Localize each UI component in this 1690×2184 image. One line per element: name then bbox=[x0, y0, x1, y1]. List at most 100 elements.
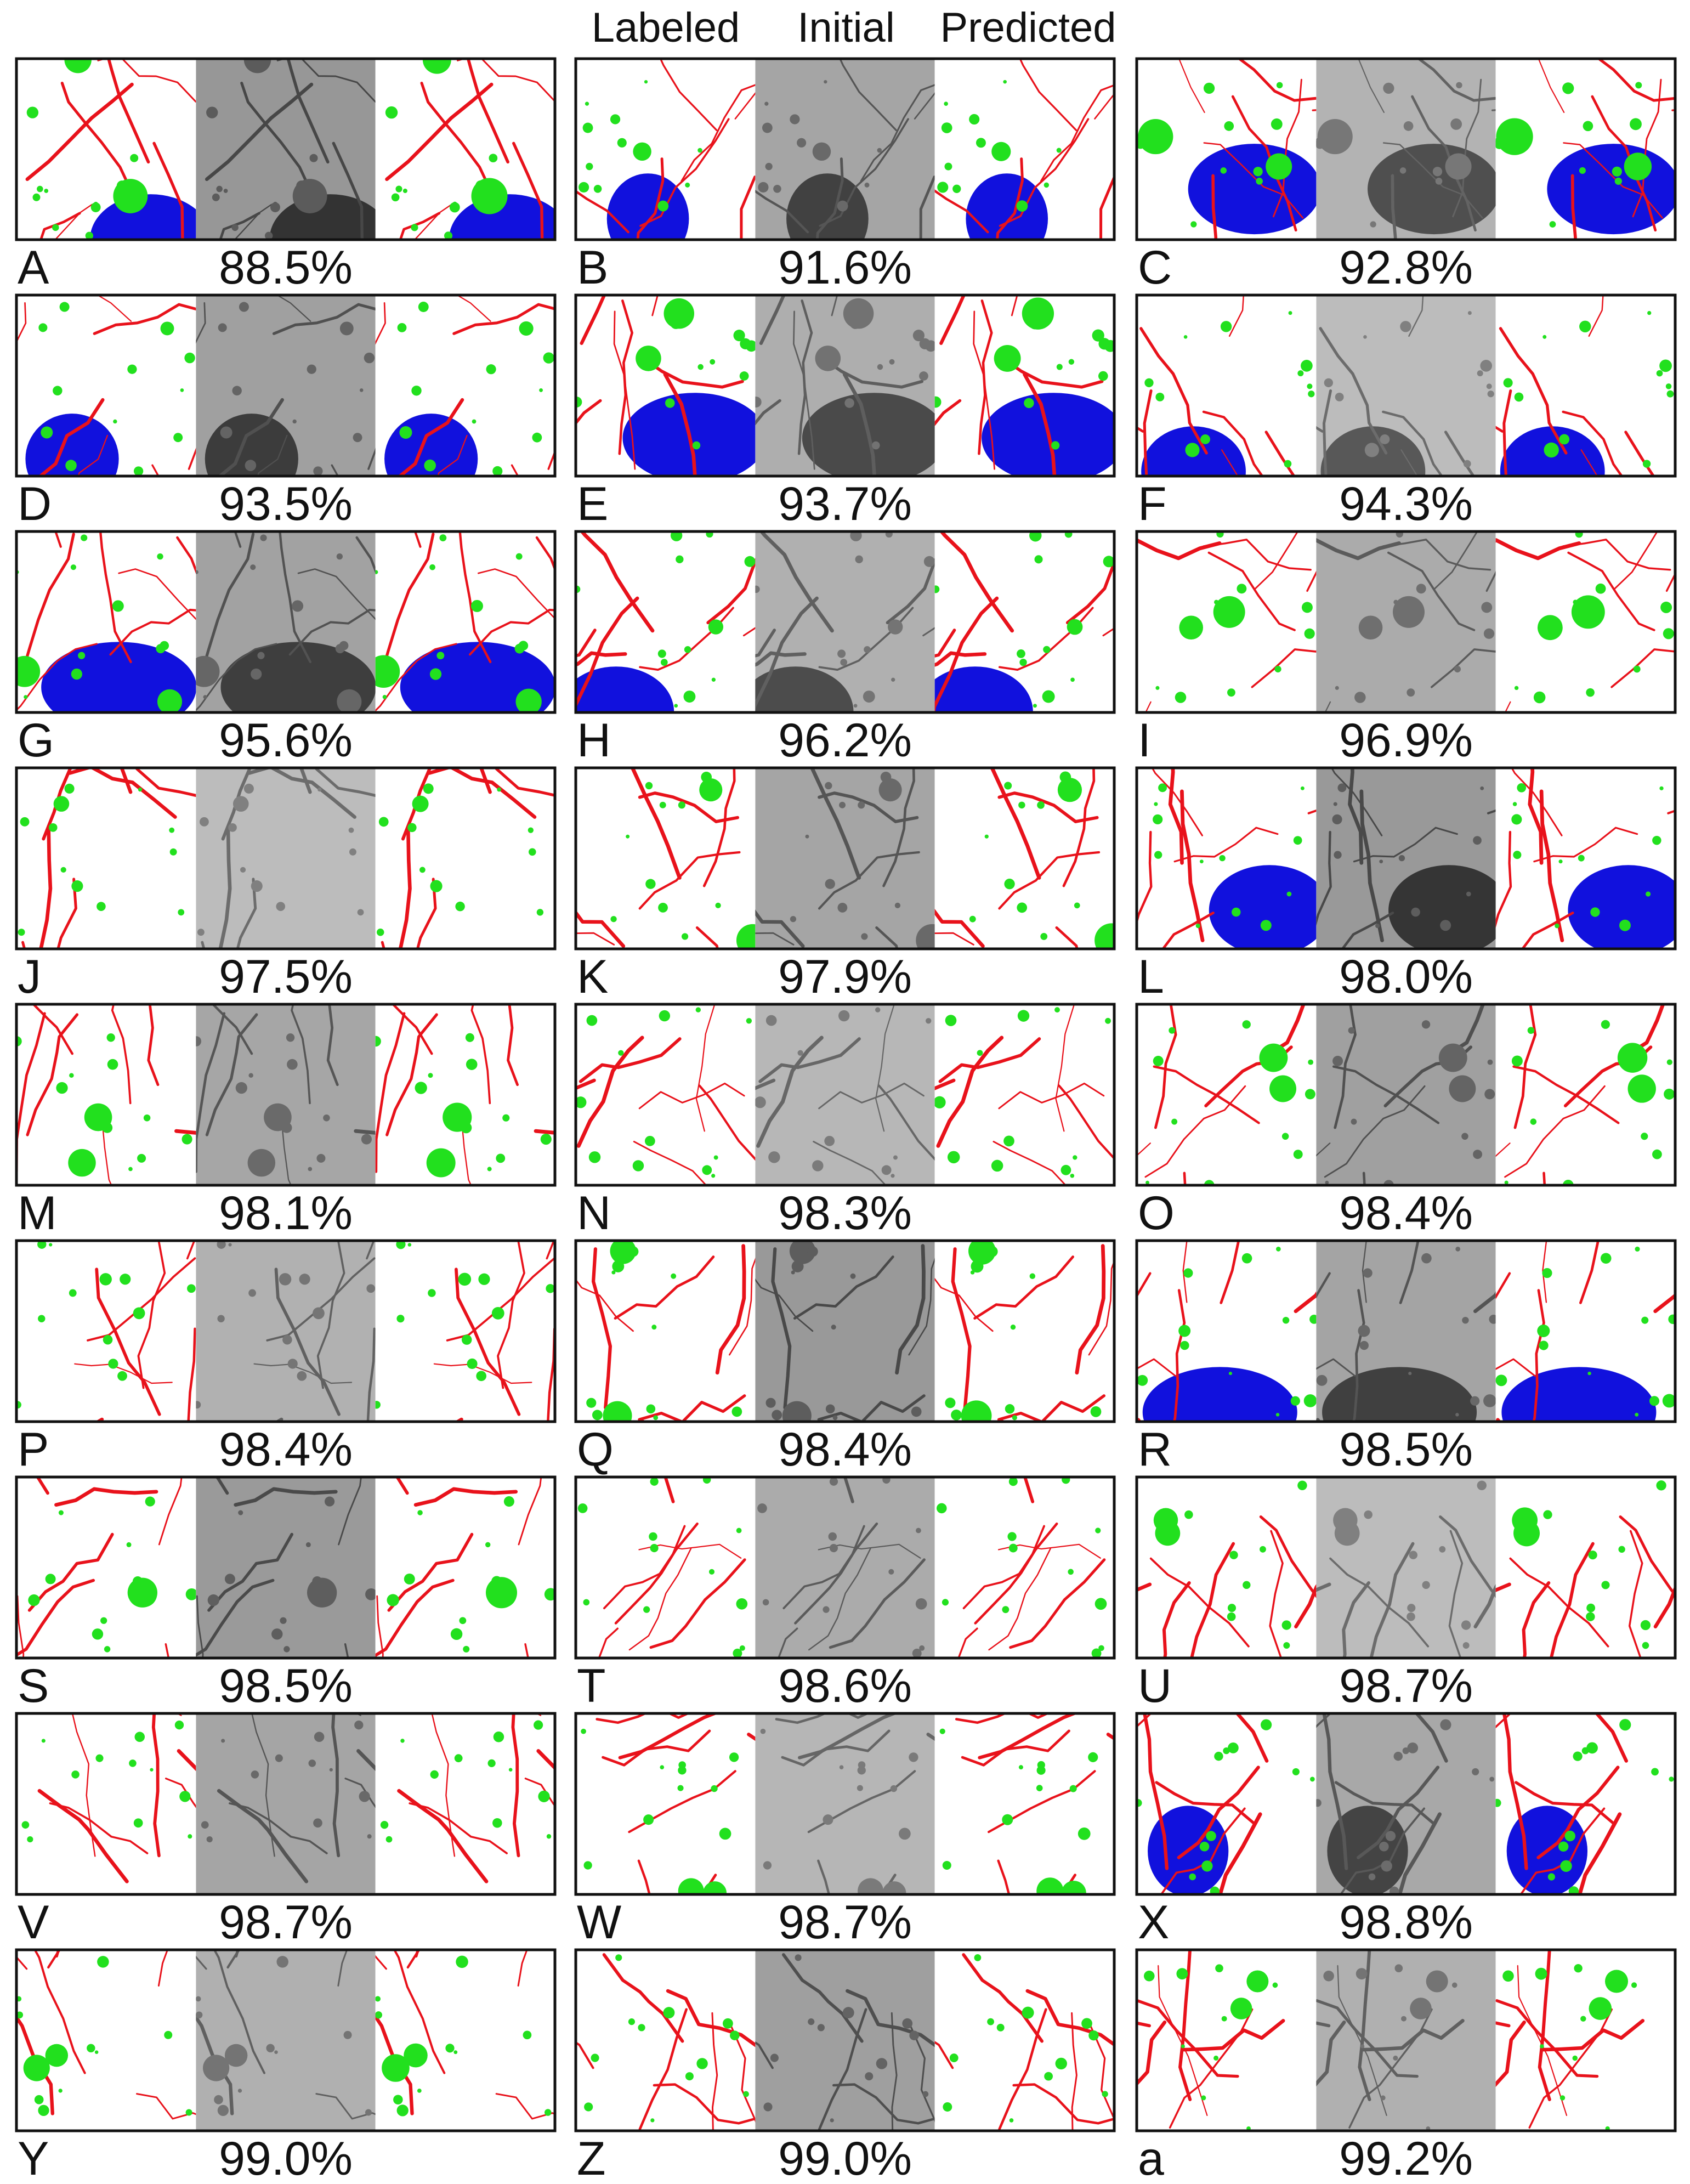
predicted-image bbox=[934, 1004, 1114, 1185]
crack bbox=[387, 1532, 474, 1612]
crack bbox=[996, 157, 1024, 240]
crack bbox=[1143, 389, 1153, 476]
crack bbox=[934, 651, 987, 667]
mineral-blob bbox=[991, 142, 1011, 161]
mineral-blob bbox=[1560, 1860, 1572, 1872]
crack bbox=[385, 82, 494, 182]
crack bbox=[511, 1713, 520, 1858]
mineral-blob bbox=[1005, 1404, 1015, 1414]
mineral-blob bbox=[1627, 1074, 1656, 1103]
mineral-blob bbox=[731, 1406, 742, 1417]
mineral-blob bbox=[329, 1768, 333, 1772]
mineral-blob bbox=[1467, 311, 1472, 315]
mineral-blob bbox=[849, 318, 861, 329]
mineral-blob bbox=[1305, 1089, 1315, 1100]
crack bbox=[1009, 1558, 1106, 1649]
crack bbox=[118, 568, 196, 620]
mineral-blob bbox=[1489, 1776, 1495, 1782]
crack bbox=[1362, 2019, 1465, 2052]
mineral-blob bbox=[1403, 121, 1414, 131]
mineral-blob bbox=[1284, 460, 1292, 468]
crack bbox=[1495, 2020, 1526, 2087]
mineral-blob bbox=[976, 138, 986, 148]
mineral-blob bbox=[1647, 310, 1652, 315]
crack bbox=[1316, 2020, 1346, 2086]
crack bbox=[54, 203, 93, 240]
mineral-blob bbox=[729, 1752, 739, 1762]
mineral-blob bbox=[861, 933, 868, 940]
crack bbox=[1228, 295, 1245, 337]
mineral-blob bbox=[206, 1836, 213, 1843]
labeled-image bbox=[576, 531, 756, 712]
mineral-blob bbox=[586, 1397, 597, 1408]
mineral-blob bbox=[1537, 615, 1563, 641]
mineral-blob bbox=[719, 1827, 731, 1840]
mineral-blob bbox=[81, 534, 88, 541]
crack bbox=[1168, 768, 1184, 865]
mineral-blob bbox=[1668, 1314, 1676, 1325]
panel: W 98.7% bbox=[574, 1712, 1116, 1949]
mineral-blob bbox=[824, 1135, 835, 1146]
mineral-blob bbox=[1511, 814, 1522, 825]
crack bbox=[576, 1036, 644, 1148]
mineral-blob bbox=[853, 704, 858, 708]
mineral-blob bbox=[243, 59, 271, 73]
mineral-blob bbox=[643, 1606, 650, 1613]
panel-letter: R bbox=[1138, 1423, 1172, 1476]
panel-border bbox=[1135, 766, 1677, 950]
mineral-blob bbox=[357, 909, 364, 916]
mineral-blob bbox=[646, 1404, 656, 1414]
mineral-blob bbox=[1210, 1886, 1220, 1894]
mineral-blob bbox=[909, 2030, 919, 2040]
crack bbox=[420, 81, 492, 193]
panel-accuracy: 98.0% bbox=[1339, 950, 1473, 1003]
mineral-blob bbox=[649, 1532, 657, 1541]
mineral-blob bbox=[1070, 677, 1075, 682]
labeled-image bbox=[576, 1950, 756, 2131]
crack bbox=[576, 909, 626, 948]
mineral-blob bbox=[760, 1728, 766, 1734]
initial-image bbox=[1316, 1004, 1496, 1185]
mineral-blob bbox=[1266, 153, 1292, 180]
mineral-blob bbox=[632, 1160, 644, 1172]
crack bbox=[666, 1989, 756, 2047]
mineral-blob bbox=[692, 441, 701, 450]
mineral-blob bbox=[736, 924, 756, 949]
mineral-blob bbox=[1144, 378, 1154, 388]
mineral-blob bbox=[404, 1573, 415, 1585]
mineral-blob bbox=[865, 2072, 874, 2081]
mineral-blob bbox=[48, 823, 58, 832]
mineral-blob bbox=[361, 1134, 372, 1145]
mineral-blob bbox=[1018, 801, 1025, 809]
mineral-blob bbox=[38, 1315, 46, 1322]
mineral-blob bbox=[493, 1732, 504, 1742]
mineral-blob bbox=[593, 185, 602, 193]
mineral-blob bbox=[1246, 1970, 1269, 1993]
initial-image bbox=[755, 531, 935, 712]
mineral-blob bbox=[1304, 628, 1315, 639]
mineral-blob bbox=[1213, 2055, 1219, 2061]
mineral-blob bbox=[400, 1739, 405, 1743]
crack bbox=[895, 1244, 926, 1375]
mineral-blob bbox=[710, 359, 716, 365]
panel-accuracy: 98.7% bbox=[778, 1896, 912, 1949]
mineral-blob bbox=[1102, 2091, 1108, 2097]
mineral-blob bbox=[376, 928, 384, 936]
mineral-blob bbox=[702, 1477, 711, 1484]
crack bbox=[120, 768, 133, 794]
crack bbox=[1221, 449, 1239, 476]
mineral-blob bbox=[487, 1167, 492, 1172]
crack bbox=[846, 1989, 935, 2047]
mineral-blob bbox=[1568, 1886, 1579, 1894]
crack bbox=[755, 596, 819, 712]
crack bbox=[375, 1578, 455, 1657]
crack bbox=[602, 1953, 684, 2043]
mineral-blob bbox=[1559, 2095, 1566, 2101]
mineral-blob bbox=[247, 1148, 276, 1177]
mineral-blob bbox=[418, 302, 429, 312]
mineral-blob bbox=[1393, 1751, 1403, 1761]
mineral-blob bbox=[583, 1861, 592, 1870]
mineral-blob bbox=[1455, 1247, 1461, 1252]
crack bbox=[518, 1477, 542, 1546]
crack bbox=[437, 434, 468, 476]
